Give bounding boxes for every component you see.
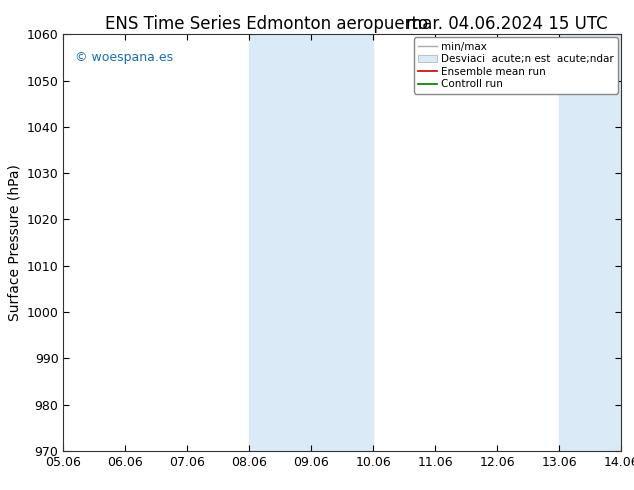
Bar [249,34,311,451]
Text: ENS Time Series Edmonton aeropuerto: ENS Time Series Edmonton aeropuerto [105,15,428,33]
Bar [559,34,621,451]
Y-axis label: Surface Pressure (hPa): Surface Pressure (hPa) [7,164,21,321]
Bar [311,34,373,451]
Text: © woespana.es: © woespana.es [75,51,172,64]
Legend: min/max, Desviaci  acute;n est  acute;ndar, Ensemble mean run, Controll run: min/max, Desviaci acute;n est acute;ndar… [414,37,618,94]
Text: mar. 04.06.2024 15 UTC: mar. 04.06.2024 15 UTC [406,15,608,33]
